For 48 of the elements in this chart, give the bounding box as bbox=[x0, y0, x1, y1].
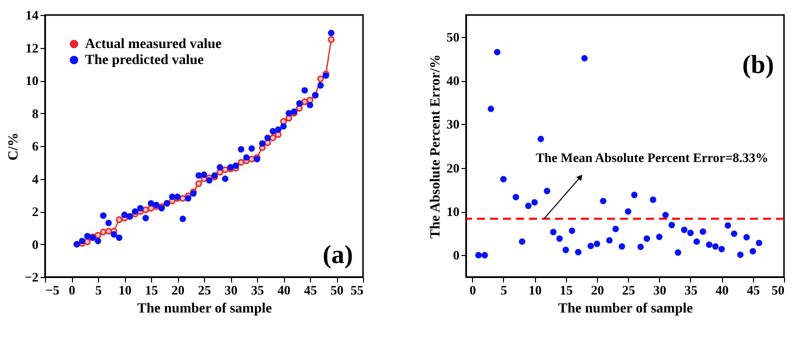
y-axis-title: C/% bbox=[6, 132, 22, 160]
x-tick-label: 20 bbox=[590, 282, 604, 298]
x-tick-label: 40 bbox=[716, 282, 729, 298]
y-tick-label: 4 bbox=[32, 171, 39, 186]
x-tick-label: 10 bbox=[528, 282, 542, 298]
x-tick-label: 50 bbox=[772, 282, 784, 298]
x-tick-label: 45 bbox=[746, 282, 760, 298]
y-tick-label: 50 bbox=[446, 29, 460, 44]
legend-label: The predicted value bbox=[85, 53, 204, 68]
y-tick-label: 30 bbox=[446, 116, 460, 132]
x-tick-label: 15 bbox=[560, 282, 574, 298]
x-axis-title: The number of sample bbox=[558, 302, 693, 316]
y-tick-label: 8 bbox=[32, 106, 39, 121]
y-tick-label: 0 bbox=[32, 236, 38, 252]
y-tick-label: 2 bbox=[32, 204, 38, 219]
annotation: (a) bbox=[322, 240, 353, 269]
x-tick-label: 5 bbox=[95, 282, 102, 298]
y-tick-label: 6 bbox=[32, 138, 39, 154]
x-tick-label: 35 bbox=[684, 282, 698, 298]
x-tick-label: 15 bbox=[145, 282, 158, 298]
x-tick-label: 10 bbox=[118, 282, 132, 298]
x-tick-label: 20 bbox=[172, 282, 184, 298]
x-tick-label: 55 bbox=[350, 282, 364, 298]
annotation: The Mean Absolute Percent Error=8.33% bbox=[536, 150, 768, 166]
x-tick-label: 30 bbox=[224, 282, 238, 298]
x-tick-label: 45 bbox=[304, 282, 318, 298]
x-axis-title: The number of sample bbox=[137, 302, 272, 316]
y-tick-label: 14 bbox=[26, 8, 39, 22]
y-tick-label: 12 bbox=[26, 40, 38, 56]
x-tick-label: 25 bbox=[198, 282, 212, 298]
x-tick-label: 25 bbox=[622, 282, 636, 298]
x-tick-label: 40 bbox=[278, 282, 290, 298]
x-tick-label: 0 bbox=[68, 282, 76, 298]
x-tick-label: −5 bbox=[46, 282, 60, 298]
x-tick-label: 0 bbox=[469, 282, 476, 298]
x-tick-label: 50 bbox=[330, 282, 344, 298]
legend-label: Actual measured value bbox=[85, 37, 222, 52]
y-tick-label: 10 bbox=[26, 73, 38, 88]
x-tick-label: 30 bbox=[653, 282, 666, 298]
y-tick-label: 20 bbox=[446, 160, 460, 176]
x-tick-label: 5 bbox=[500, 282, 508, 298]
y-tick-label: 0 bbox=[453, 248, 460, 263]
y-tick-label: −2 bbox=[24, 270, 38, 284]
y-axis-title: The Absolute Percent Error/% bbox=[428, 54, 444, 239]
y-tick-label: 10 bbox=[446, 204, 460, 219]
annotation: (b) bbox=[742, 50, 774, 79]
y-tick-label: 40 bbox=[446, 73, 460, 88]
x-tick-label: 35 bbox=[251, 282, 264, 298]
